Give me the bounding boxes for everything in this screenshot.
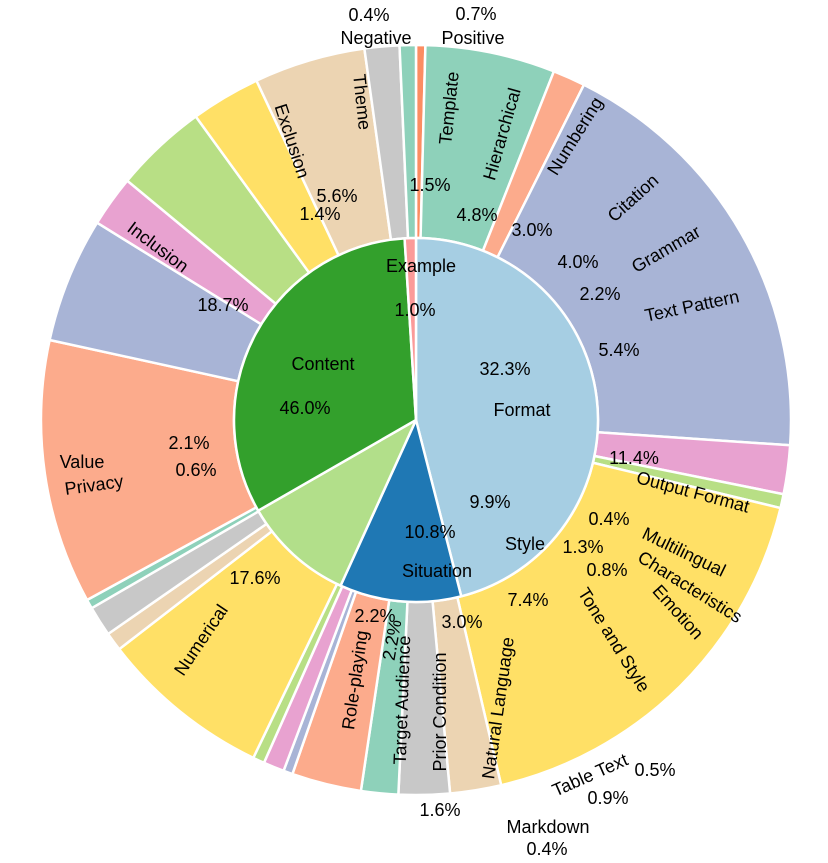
outer-pct-hierarchical: 4.8% [456, 205, 497, 225]
outer-pct-exclusion: 1.4% [299, 204, 340, 224]
inner-label-situation: Situation [402, 561, 472, 581]
outer-pct-inclusion: 18.7% [197, 295, 248, 315]
outer-pct-output-format: 11.4% [609, 448, 659, 468]
inner-pct-format: 32.3% [479, 359, 530, 379]
outer-pct-template: 1.5% [409, 175, 450, 195]
outer-label-target-audience: Target Audience [390, 635, 414, 765]
outer-pct-negative: 0.4% [348, 5, 389, 25]
inner-slice-example [403, 236, 418, 422]
inner-label-style: Style [505, 534, 545, 554]
inner-pct-content: 46.0% [279, 398, 330, 418]
inner-pct-style: 9.9% [469, 492, 510, 512]
inner-slice-situation [339, 418, 463, 604]
outer-pct-tone-and-style: 7.4% [507, 590, 548, 610]
outer-label-prior-condition: Prior Condition [430, 652, 450, 771]
inner-pct-situation: 10.8% [404, 522, 455, 542]
inner-label-example: Example [386, 256, 456, 276]
outer-label-negative: Negative [340, 28, 411, 48]
outer-pct-value: 2.1% [168, 433, 209, 453]
inner-ring-labels: Content 46.0% Situation 10.8% Style 9.9% Forma… [279, 256, 550, 581]
inner-slice-style [256, 418, 418, 587]
outer-pct-unlabeled-13: 0.5% [634, 760, 675, 780]
outer-pct-citation: 4.0% [557, 252, 598, 272]
outer-label-positive: Positive [441, 28, 504, 48]
outer-label-markdown: Markdown [506, 817, 589, 837]
outer-pct-markdown: 0.4% [526, 839, 567, 859]
outer-pct-emotion: 0.8% [586, 560, 627, 580]
outer-pct-numbering: 3.0% [511, 220, 552, 240]
inner-pct-example: 1.0% [394, 300, 435, 320]
outer-ring [39, 43, 793, 797]
outer-pct-natural-language: 3.0% [441, 612, 482, 632]
inner-slice-content [414, 236, 600, 598]
outer-pct-numerical: 17.6% [229, 568, 280, 588]
outer-pct-positive: 0.7% [455, 4, 496, 24]
outer-pct-multilingual: 0.4% [588, 509, 629, 529]
outer-pct-table-text: 0.9% [587, 788, 628, 808]
outer-pct-characteristics: 1.3% [562, 537, 603, 557]
outer-label-value: Value [60, 452, 105, 472]
inner-ring [232, 236, 600, 604]
outer-pct-privacy: 0.6% [175, 460, 216, 480]
inner-label-content: Content [291, 354, 354, 374]
outer-pct-role-playing: 2.2% [354, 606, 395, 626]
outer-pct-grammar: 2.2% [579, 284, 620, 304]
inner-slice-format [232, 237, 418, 512]
outer-pct-prior-condition: 1.6% [419, 800, 460, 820]
outer-pct-text-pattern: 5.4% [598, 340, 639, 360]
outer-pct-theme: 5.6% [316, 186, 357, 206]
inner-label-format: Format [493, 400, 550, 420]
